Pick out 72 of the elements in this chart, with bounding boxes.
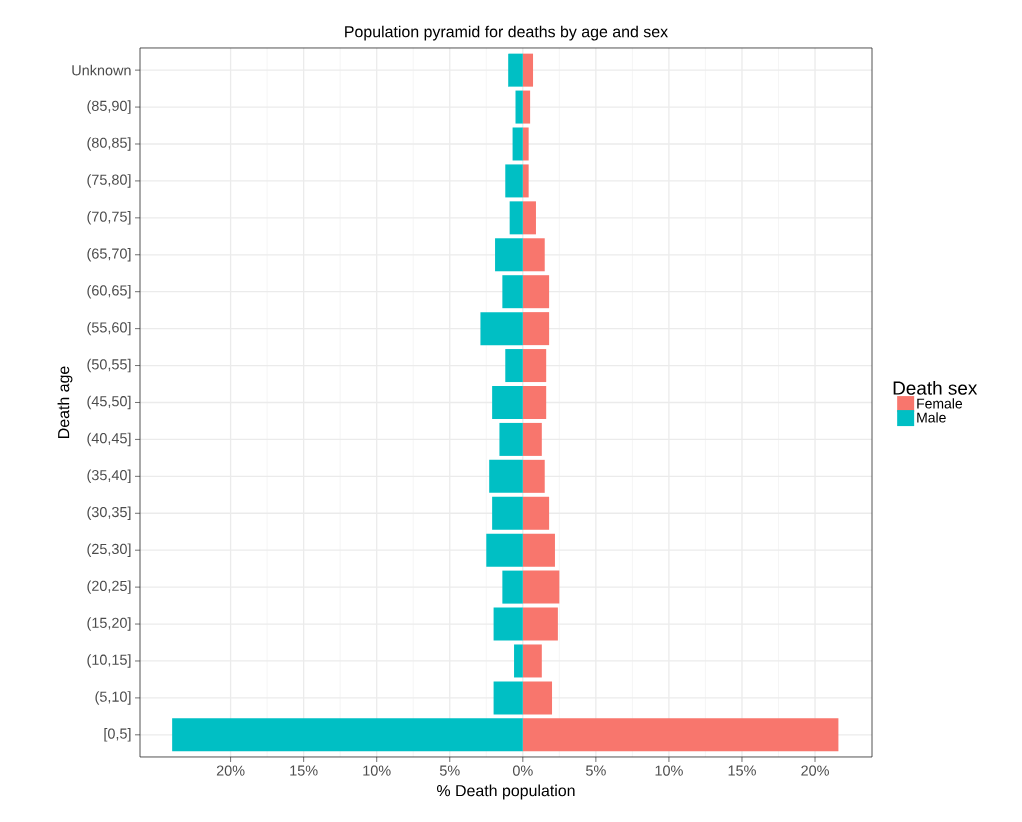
x-axis-title: % Death population [437,784,575,800]
x-tick-label: 0% [512,765,533,776]
bar [522,681,553,715]
bar [486,533,523,567]
bar [502,275,523,309]
bar [522,422,542,456]
bar [522,496,550,530]
bar [522,570,560,604]
y-tick-label: (25,30] [87,543,131,557]
bar [522,607,558,641]
y-tick-label: (75,80] [87,174,131,188]
x-tick-label: 10% [655,765,683,776]
bar [172,718,523,752]
bar [515,90,523,124]
bar [505,164,523,198]
bar [522,349,547,383]
y-tick-label: (55,60] [87,321,131,336]
y-tick-label: Unknown [72,64,131,76]
bar [522,275,550,309]
y-tick-label: (70,75] [87,211,131,225]
bar [493,607,523,641]
bar [522,312,550,346]
bar [492,496,523,530]
y-axis-title: Death age [57,366,73,438]
y-tick-label: [0,5] [104,728,131,742]
bar [514,644,523,678]
y-tick-label: (45,50] [87,395,131,410]
y-tick-label: (5,10] [95,691,131,705]
bar [508,53,523,87]
y-tick-label: (80,85] [87,137,131,151]
bar [522,238,545,272]
bar [522,127,529,161]
bar [522,533,555,567]
y-tick-label: (40,45] [87,432,131,447]
bar [502,570,523,604]
y-tick-label: (10,15] [87,654,131,668]
bar [492,385,523,419]
bar [505,349,523,383]
y-tick-label: (15,20] [87,617,131,631]
bar [522,53,534,87]
x-tick-label: 10% [363,765,391,776]
y-tick-label: (35,40] [87,469,131,484]
bar [512,127,523,161]
chart-title: Population pyramid for deaths by age and sex [345,25,668,41]
bar [522,718,839,752]
y-tick-label: (85,90] [87,100,131,114]
bar [522,644,542,678]
x-tick-label: 15% [290,765,318,776]
bar [489,459,523,493]
y-tick-label: (50,55] [87,358,131,373]
bar [522,164,529,198]
x-tick-label: 20% [801,765,829,776]
bar [522,385,547,419]
bar [522,201,536,235]
x-tick-label: 15% [728,765,756,776]
bar [493,681,523,715]
bar [495,238,523,272]
bar [499,422,523,456]
x-tick-label: 5% [586,765,606,776]
bar [509,201,523,235]
bar [522,90,531,124]
bar [522,459,545,493]
legend-label: Male [917,412,946,423]
x-tick-label: 5% [439,765,460,776]
y-tick-label: (65,70] [87,248,131,262]
legend-title: Death sex [893,380,978,395]
x-tick-label: 20% [216,765,245,776]
bar [480,312,523,346]
y-tick-label: (20,25] [87,580,131,594]
y-tick-label: (30,35] [87,506,131,520]
y-tick-label: (60,65] [87,284,131,299]
legend-label: Female [917,398,963,409]
